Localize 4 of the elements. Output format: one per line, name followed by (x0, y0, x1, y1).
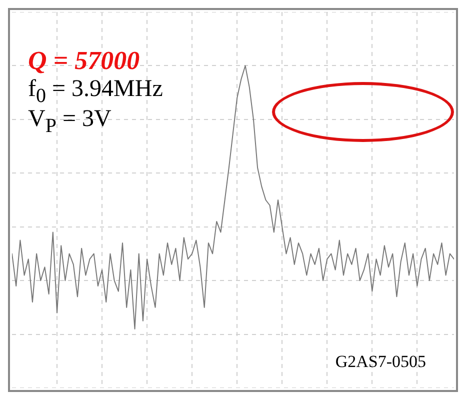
annotation: V$_{P}$ = 3V (28, 106, 112, 138)
annotation: Q = 57000 (28, 46, 140, 76)
annotation: f$_{0}$ = 3.94MHz (28, 76, 163, 108)
text: G2AS7-0505 (335, 352, 426, 372)
